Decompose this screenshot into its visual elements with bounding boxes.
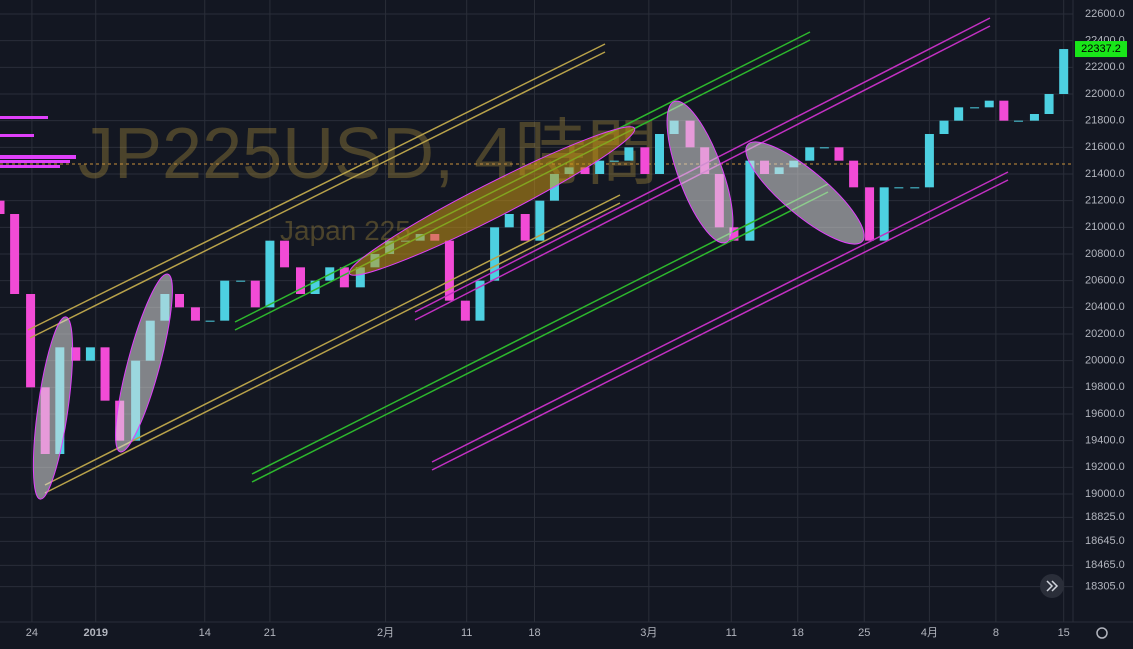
- candle-body: [999, 100, 1009, 121]
- candle-body: [745, 160, 755, 241]
- y-tick-label: 19400.0: [1085, 435, 1125, 447]
- x-tick-label: 21: [264, 627, 276, 639]
- y-tick-label: 21200.0: [1085, 195, 1125, 207]
- candle-body: [624, 147, 634, 161]
- x-tick-label: 3月: [640, 627, 657, 639]
- x-tick-label: 2019: [83, 627, 107, 639]
- y-tick-label: 21600.0: [1085, 141, 1125, 153]
- candle-body: [220, 280, 230, 321]
- candle-body: [984, 100, 994, 108]
- candle-body: [0, 200, 5, 214]
- candle-body: [1044, 94, 1054, 114]
- x-tick-label: 8: [993, 627, 999, 639]
- x-tick-label: 15: [1058, 627, 1070, 639]
- candle-body: [729, 227, 739, 241]
- candle-body: [26, 294, 36, 388]
- candle-body: [444, 240, 454, 301]
- y-tick-label: 20400.0: [1085, 301, 1125, 313]
- candle-body: [265, 240, 275, 308]
- candle-body: [280, 240, 290, 268]
- y-tick-label: 20000.0: [1085, 355, 1125, 367]
- candle-body: [71, 347, 81, 361]
- candle-body: [609, 160, 619, 162]
- x-tick-label: 25: [858, 627, 870, 639]
- candle-body: [100, 347, 110, 401]
- candle-body: [250, 280, 260, 308]
- candle-body: [236, 280, 246, 282]
- candle-body: [654, 134, 664, 174]
- candle-body: [85, 347, 95, 361]
- y-tick-label: 22600.0: [1085, 8, 1125, 20]
- candle-body: [295, 267, 305, 294]
- y-tick-label: 22200.0: [1085, 61, 1125, 73]
- y-tick-label: 18645.0: [1085, 535, 1125, 547]
- candle-body: [865, 187, 875, 241]
- y-tick-label: 19600.0: [1085, 408, 1125, 420]
- candle-body: [504, 214, 514, 228]
- price-axis: [1073, 0, 1133, 649]
- axes: 22600.022400.022200.022000.021800.021600…: [26, 8, 1127, 639]
- candle-body: [954, 107, 964, 121]
- candle-body: [879, 187, 889, 241]
- candle-body: [924, 134, 934, 188]
- y-tick-label: 18465.0: [1085, 559, 1125, 571]
- candle-body: [640, 147, 650, 174]
- x-tick-label: 18: [792, 627, 804, 639]
- x-tick-label: 11: [726, 627, 737, 639]
- y-tick-label: 19800.0: [1085, 381, 1125, 393]
- candle-body: [939, 120, 949, 134]
- last-price-label: 22337.2: [1081, 43, 1121, 55]
- candle-body: [520, 214, 530, 241]
- volume-profile: [0, 116, 76, 168]
- candle-body: [460, 300, 470, 321]
- y-tick-label: 20200.0: [1085, 328, 1125, 340]
- candle-body: [174, 294, 184, 308]
- candle-body: [355, 267, 365, 288]
- candle-body: [1059, 49, 1069, 94]
- candle-body: [339, 267, 349, 288]
- candle-body: [1029, 114, 1039, 121]
- settings-button[interactable]: [1096, 627, 1108, 639]
- x-tick-label: 14: [199, 627, 211, 639]
- x-tick-label: 24: [26, 627, 38, 639]
- candle-body: [475, 280, 485, 321]
- candle-body: [490, 227, 500, 281]
- last-price-box: [1075, 41, 1127, 58]
- candle-body: [595, 160, 605, 174]
- scroll-button[interactable]: [1040, 574, 1064, 598]
- x-tick-label: 18: [528, 627, 540, 639]
- candle-body: [910, 187, 920, 189]
- y-tick-label: 21800.0: [1085, 115, 1125, 127]
- x-tick-label: 11: [461, 627, 472, 639]
- candle-body: [894, 187, 904, 189]
- candle-body: [970, 107, 980, 109]
- candle-body: [10, 214, 20, 294]
- x-tick-label: 2月: [377, 627, 394, 639]
- candle-body: [535, 200, 545, 241]
- y-tick-label: 22000.0: [1085, 88, 1125, 100]
- y-tick-label: 18305.0: [1085, 581, 1125, 593]
- x-tick-label: 4月: [921, 627, 938, 639]
- y-tick-label: 20600.0: [1085, 275, 1125, 287]
- y-tick-label: 21000.0: [1085, 221, 1125, 233]
- candle-body: [310, 280, 320, 294]
- candle-body: [190, 307, 200, 321]
- y-tick-label: 20800.0: [1085, 248, 1125, 260]
- candle-body: [205, 320, 215, 322]
- y-tick-label: 19200.0: [1085, 461, 1125, 473]
- candle-body: [805, 147, 815, 161]
- drawings: [27, 17, 1009, 500]
- candle-body: [834, 147, 844, 161]
- y-tick-label: 18825.0: [1085, 511, 1125, 523]
- candle-body: [580, 167, 590, 174]
- y-tick-label: 19000.0: [1085, 488, 1125, 500]
- y-tick-label: 21400.0: [1085, 168, 1125, 180]
- candle-body: [1013, 120, 1023, 122]
- candle-body: [849, 160, 859, 188]
- candle-body: [819, 147, 829, 149]
